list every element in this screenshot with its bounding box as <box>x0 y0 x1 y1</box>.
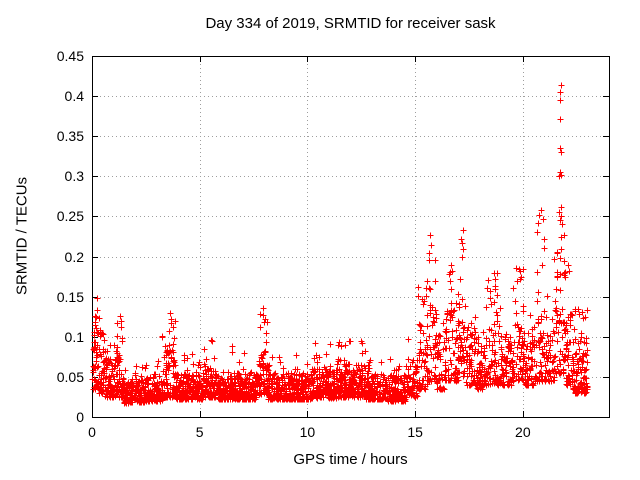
y-tick-label: 0.1 <box>64 328 84 345</box>
x-tick-label: 15 <box>407 424 423 440</box>
y-tick-label: 0.35 <box>56 128 84 145</box>
y-tick-label: 0.3 <box>64 168 84 185</box>
y-tick-label: 0.05 <box>56 368 84 385</box>
x-axis-label: GPS time / hours <box>293 451 408 468</box>
y-tick-label: 0.2 <box>64 248 84 265</box>
y-tick-label: 0.45 <box>56 48 84 64</box>
y-axis-label-text: SRMTID / TECUs <box>13 176 31 296</box>
y-tick-label: 0.15 <box>56 288 84 305</box>
x-tick-label: 20 <box>515 424 531 440</box>
chart-title: Day 334 of 2019, SRMTID for receiver sas… <box>205 15 496 32</box>
x-tick-label: 0 <box>88 424 96 440</box>
x-tick-label: 5 <box>195 424 204 440</box>
y-tick-label: 0 <box>76 409 84 425</box>
y-tick-label: 0.4 <box>64 88 84 105</box>
y-tick-label: 0.25 <box>56 208 84 225</box>
x-tick-label: 10 <box>299 424 316 440</box>
